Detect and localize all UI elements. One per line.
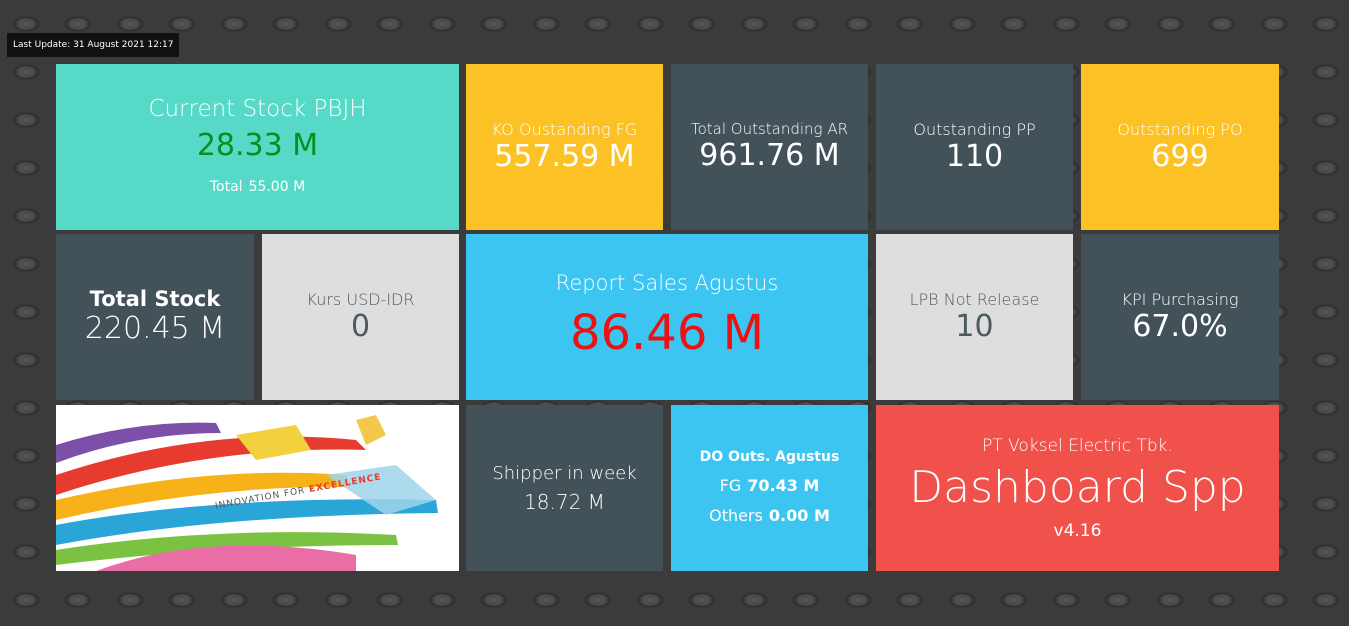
outstanding-ar-value: 961.76 M — [699, 138, 840, 173]
outstanding-po-tile[interactable]: Outstanding PO 699 — [1081, 64, 1279, 230]
report-sales-tile[interactable]: Report Sales Agustus 86.46 M — [466, 234, 868, 400]
dashboard-title: Dashboard Spp — [909, 461, 1246, 513]
company-name: PT Voksel Electric Tbk. — [982, 435, 1173, 456]
do-outs-label: DO Outs. Agustus — [699, 448, 840, 465]
ko-outstanding-label: KO Oustanding FG — [491, 119, 638, 139]
report-sales-label: Report Sales Agustus — [555, 271, 779, 296]
kpi-tile[interactable]: KPI Purchasing 67.0% — [1081, 234, 1279, 400]
shipper-value: 18.72 M — [524, 489, 605, 514]
version-label: v4.16 — [1053, 520, 1102, 541]
kurs-value: 0 — [350, 308, 371, 344]
kpi-label: KPI Purchasing — [1121, 289, 1239, 309]
outstanding-po-value: 699 — [1151, 138, 1209, 174]
do-outs-others-value: 0.00 M — [768, 505, 830, 525]
banner-image: INNOVATION FOR EXCELLENCE — [56, 405, 459, 571]
brand-tile[interactable]: PT Voksel Electric Tbk. Dashboard Spp v4… — [876, 405, 1279, 571]
kpi-value: 67.0% — [1132, 308, 1228, 344]
ko-outstanding-value: 557.59 M — [494, 138, 635, 174]
cable-graphic — [56, 415, 438, 571]
do-outs-others-label: Others — [709, 505, 763, 525]
current-stock-value: 28.33 M — [196, 128, 319, 163]
current-stock-tile[interactable]: Current Stock PBJH 28.33 M Total 55.00 M — [56, 64, 459, 230]
report-sales-value: 86.46 M — [569, 305, 765, 362]
lpb-tile[interactable]: LPB Not Release 10 — [876, 234, 1073, 400]
total-stock-label: Total Stock — [89, 287, 221, 311]
kurs-label: Kurs USD-IDR — [306, 289, 415, 309]
do-outs-tile[interactable]: DO Outs. Agustus FG 70.43 M Others 0.00 … — [671, 405, 868, 571]
outstanding-po-label: Outstanding PO — [1117, 119, 1243, 139]
total-stock-value: 220.45 M — [84, 311, 226, 346]
outstanding-ar-tile[interactable]: Total Outstanding AR 961.76 M — [671, 64, 868, 230]
outstanding-pp-label: Outstanding PP — [913, 119, 1036, 139]
total-stock-tile[interactable]: Total Stock 220.45 M — [56, 234, 254, 400]
lpb-value: 10 — [955, 308, 994, 344]
shipper-label: Shipper in week — [492, 462, 637, 484]
current-stock-total-label: Total — [209, 179, 243, 195]
current-stock-label: Current Stock PBJH — [148, 96, 367, 122]
outstanding-pp-tile[interactable]: Outstanding PP 110 — [876, 64, 1073, 230]
outstanding-ar-label: Total Outstanding AR — [690, 120, 849, 138]
kurs-tile[interactable]: Kurs USD-IDR 0 — [262, 234, 459, 400]
last-update-label: Last Update: 31 August 2021 12:17 — [7, 33, 179, 57]
lpb-label: LPB Not Release — [909, 289, 1040, 309]
ko-outstanding-tile[interactable]: KO Oustanding FG 557.59 M — [466, 64, 663, 230]
do-outs-fg-value: 70.43 M — [747, 475, 820, 495]
outstanding-pp-value: 110 — [945, 138, 1004, 174]
shipper-tile[interactable]: Shipper in week 18.72 M — [466, 405, 663, 571]
do-outs-fg-label: FG — [719, 475, 742, 495]
current-stock-total-value: 55.00 M — [248, 179, 306, 195]
